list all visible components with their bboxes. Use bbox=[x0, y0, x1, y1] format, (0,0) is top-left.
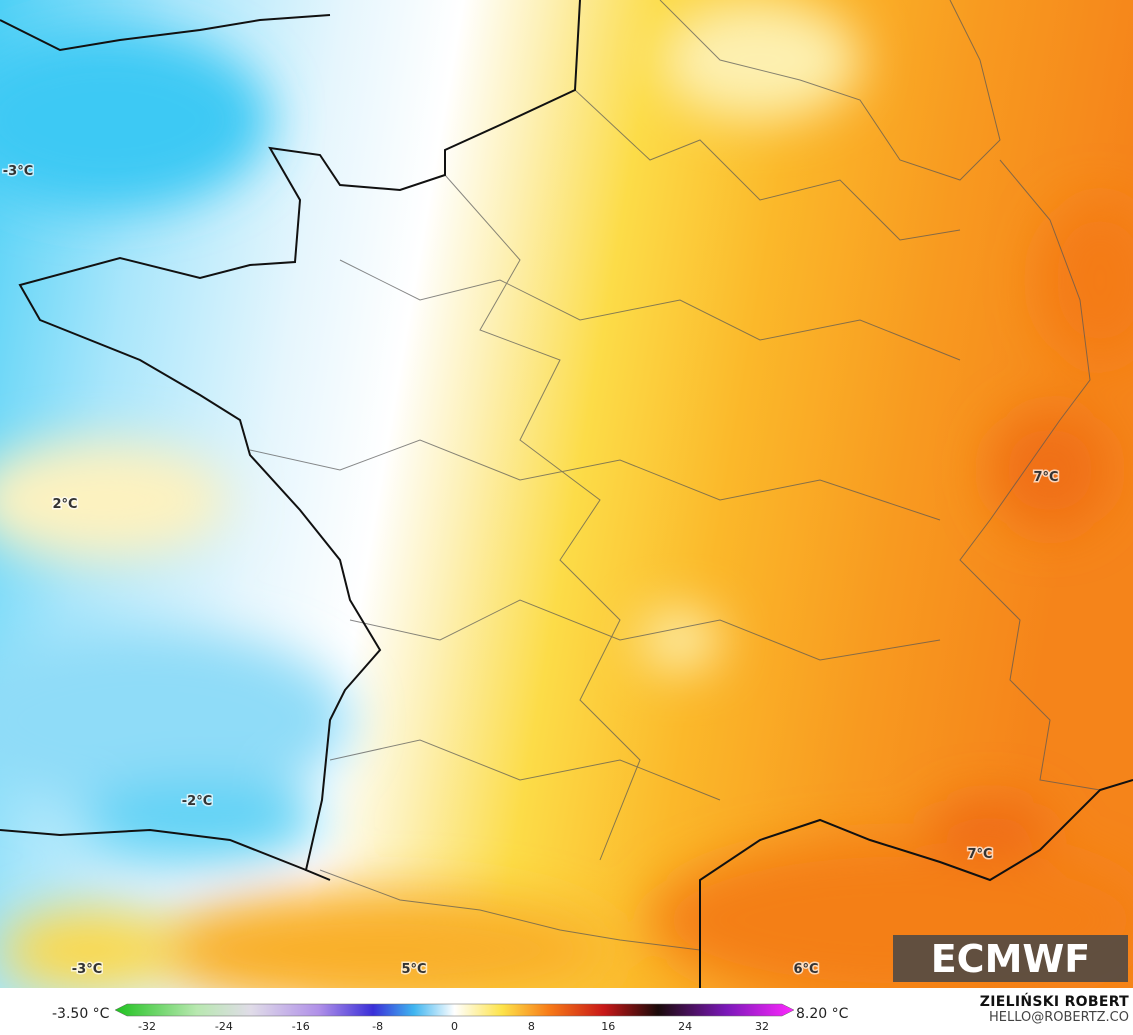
logo: ECMWF bbox=[893, 935, 1128, 982]
contour-label: 5°C bbox=[401, 962, 426, 977]
colorbar-tick-label: -8 bbox=[372, 1020, 384, 1033]
temperature-blobs bbox=[0, 0, 1133, 988]
colorbar-tick-label: 24 bbox=[678, 1020, 693, 1033]
colorbar: -3.50 °C 8.20 °C -32 -24 -16 -8 0 8 16 24 32 bbox=[0, 992, 1133, 1035]
colorbar-tick-label: -24 bbox=[214, 1020, 233, 1033]
colorbar-tick-label: -16 bbox=[291, 1020, 310, 1033]
colorbar-tick-label: 32 bbox=[755, 1020, 769, 1033]
borders bbox=[249, 0, 1101, 951]
contour-label: 7°C bbox=[967, 847, 992, 862]
email: HELLO@ROBERTZ.CO bbox=[988, 1010, 1129, 1025]
colorbar-tick-label: 16 bbox=[601, 1020, 616, 1033]
map: -3°C 2°C -2°C -3°C 5°C 6°C 7°C 7°C bbox=[0, 0, 1133, 988]
credits: ZIELIŃSKI ROBERT HELLO@ROBERTZ.CO bbox=[980, 994, 1129, 1025]
contour-label: 2°C bbox=[52, 497, 77, 512]
colorbar-strip bbox=[114, 1003, 795, 1017]
contour-label: -3°C bbox=[72, 962, 102, 977]
colorbar-tick-label: -32 bbox=[138, 1020, 156, 1033]
colorbar-tick-label: 8 bbox=[527, 1020, 535, 1033]
contour-label: 7°C bbox=[1033, 470, 1058, 485]
colorbar-min: -3.50 °C bbox=[52, 1006, 110, 1022]
colorbar-ticks: -32 -24 -16 -8 0 8 16 24 32 bbox=[127, 1020, 782, 1033]
colorbar-max: 8.20 °C bbox=[796, 1006, 849, 1022]
contour-label: -2°C bbox=[182, 794, 212, 809]
contour-label: -3°C bbox=[3, 164, 33, 179]
contour-label: 6°C bbox=[793, 962, 818, 977]
colorbar-tick-label: 0 bbox=[451, 1020, 458, 1033]
author: ZIELIŃSKI ROBERT bbox=[979, 994, 1129, 1010]
coastline bbox=[0, 0, 1133, 988]
